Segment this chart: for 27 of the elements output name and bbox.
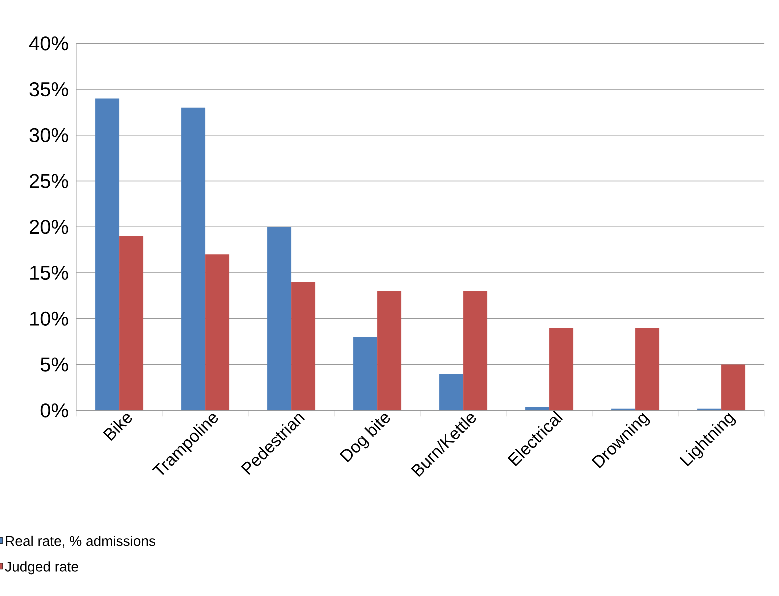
bar xyxy=(96,98,120,411)
y-tick-label: 40% xyxy=(29,36,68,51)
y-tick-label: 20% xyxy=(30,220,68,234)
bar xyxy=(464,291,488,411)
bar xyxy=(550,328,574,411)
y-tick-label: 0% xyxy=(40,404,68,418)
legend-label: Real rate, % admissions xyxy=(6,536,156,548)
x-tick-label: Bike xyxy=(103,414,132,442)
y-tick-label: 25% xyxy=(30,174,68,188)
y-tick-label: 35% xyxy=(30,82,68,97)
bar xyxy=(440,374,464,411)
bar xyxy=(206,254,230,411)
y-tick-label: 5% xyxy=(40,358,68,372)
bar xyxy=(268,227,292,411)
legend-label: Judged rate xyxy=(5,562,78,575)
bar xyxy=(722,364,746,411)
y-tick-label: 30% xyxy=(30,128,68,142)
x-tick-label: Dog bite xyxy=(340,414,390,462)
bar xyxy=(354,337,378,411)
bar xyxy=(182,108,206,411)
bar xyxy=(636,328,660,411)
y-tick-label: 15% xyxy=(30,266,68,280)
y-tick-label: 10% xyxy=(30,312,68,326)
bar xyxy=(120,236,144,411)
bar xyxy=(378,291,402,411)
bar xyxy=(526,406,550,411)
bar xyxy=(292,282,316,411)
